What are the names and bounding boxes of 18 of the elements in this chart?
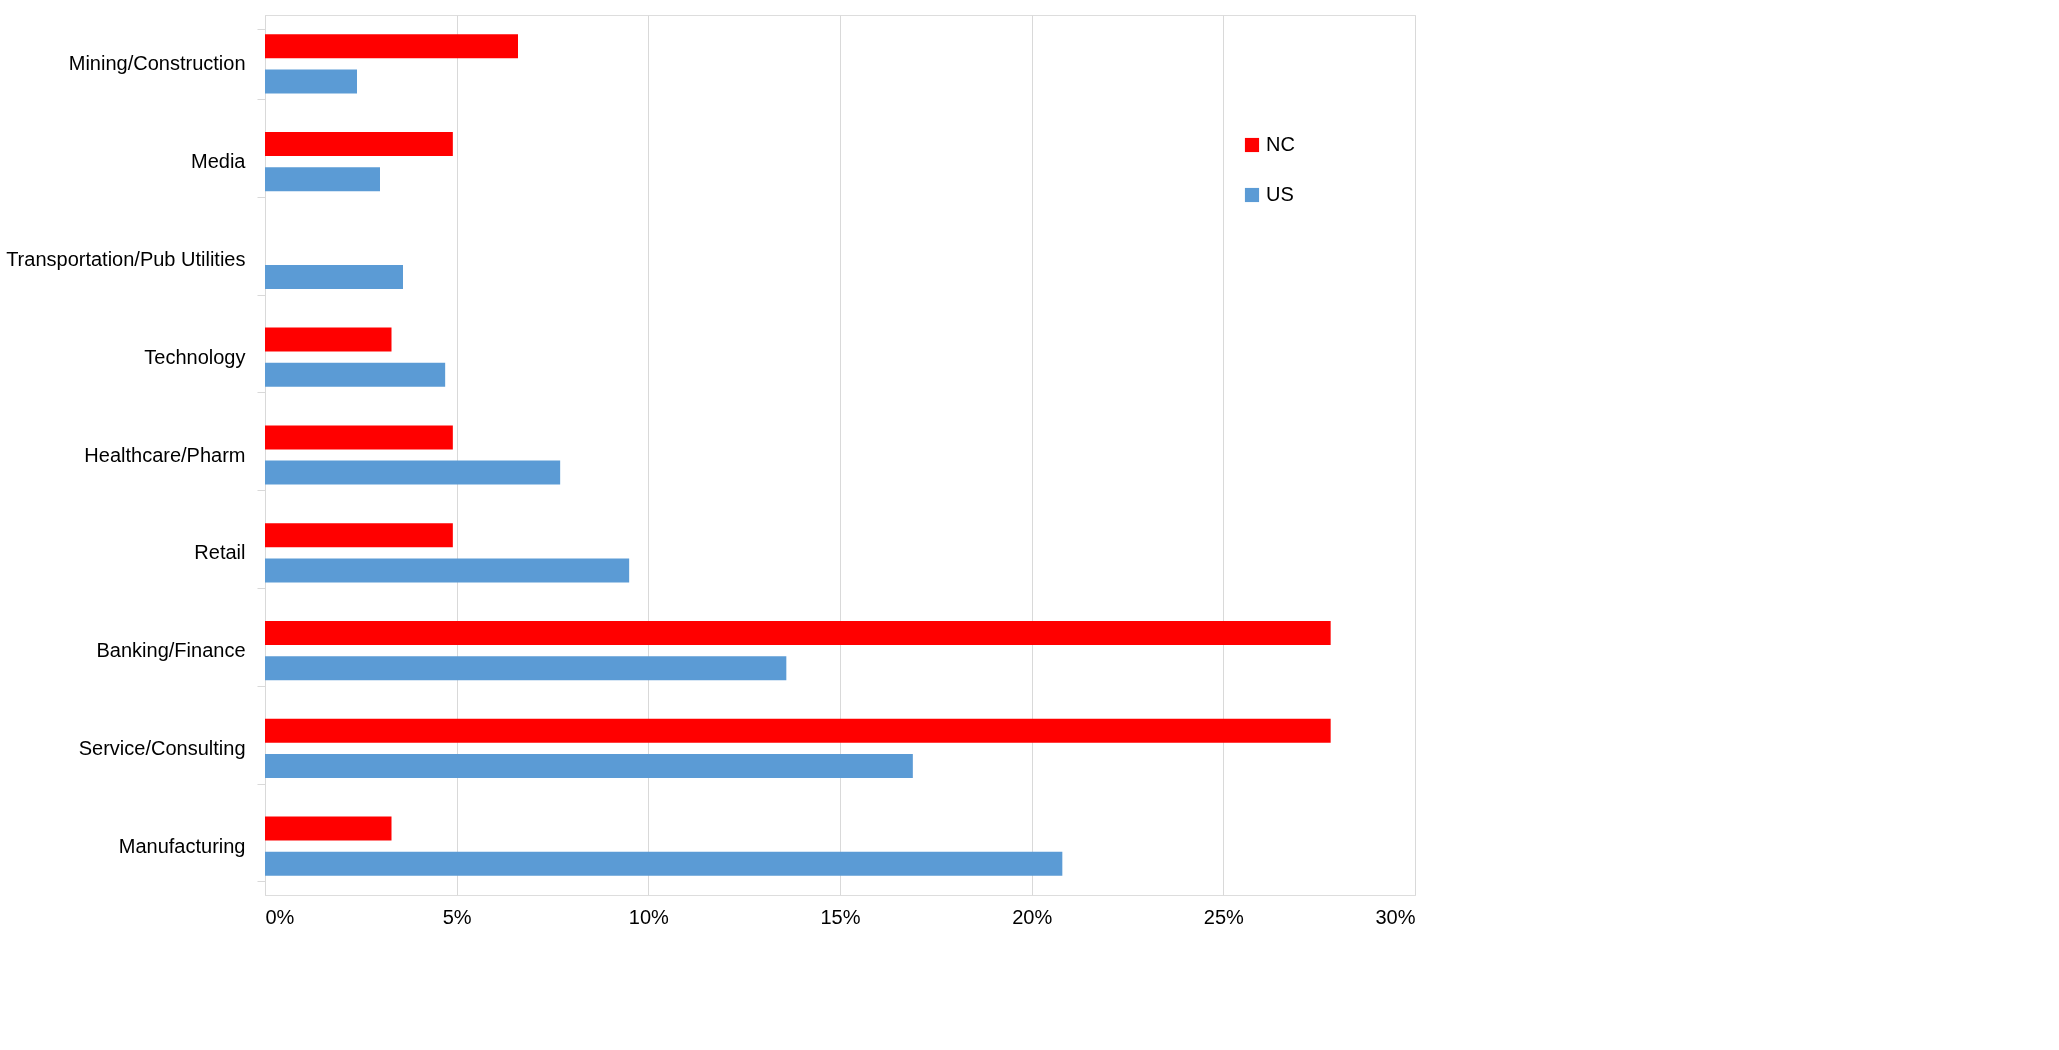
x-tick-label: 0%: [265, 905, 295, 928]
x-tick-label: 15%: [820, 905, 861, 928]
y-tick-label: Retail: [194, 541, 246, 564]
y-tick-label: Media: [191, 150, 247, 173]
y-tick-label: Mining/Construction: [68, 52, 246, 75]
legend-label: NC: [1266, 133, 1295, 155]
y-tick-label: Healthcare/Pharm: [84, 443, 246, 466]
x-tick-label: 5%: [442, 905, 472, 928]
legend-label: US: [1266, 183, 1294, 205]
y-tick-label: Transportation/Pub Utilities: [6, 247, 246, 270]
x-tick-label: 30%: [1375, 905, 1416, 928]
x-tick-label: 20%: [1012, 905, 1053, 928]
x-tick-label: 25%: [1203, 905, 1245, 928]
y-tick-label: Banking/Finance: [96, 639, 246, 662]
y-tick-label: Technology: [144, 345, 246, 368]
y-tick-label: Manufacturing: [118, 834, 246, 857]
x-tick-label: 10%: [628, 905, 670, 928]
y-tick-label: Service/Consulting: [78, 736, 246, 759]
